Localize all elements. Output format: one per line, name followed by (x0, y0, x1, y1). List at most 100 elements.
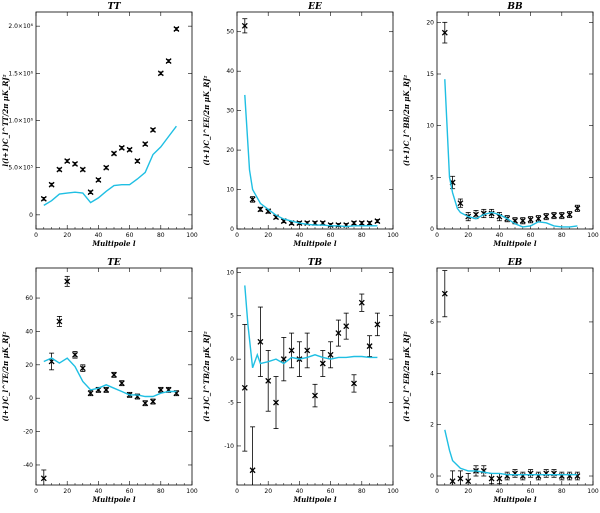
marker-x-b (312, 392, 318, 399)
data-point (351, 374, 357, 393)
x-tick-label: 80 (157, 232, 165, 239)
data-point (441, 270, 448, 318)
marker-x-b (551, 212, 557, 219)
x-axis-label: Multipole l (91, 495, 136, 504)
marker-x-b (157, 70, 164, 77)
data-point (142, 141, 149, 148)
data-point (257, 206, 264, 213)
x-axis-label: Multipole l (492, 239, 537, 248)
data-point (103, 164, 110, 171)
marker-x-b (150, 398, 156, 405)
data-point (241, 18, 248, 34)
x-tick-label: 100 (387, 232, 399, 239)
x-tick-label: 80 (558, 488, 566, 495)
model-line (43, 357, 177, 398)
marker-x-b (111, 150, 117, 157)
marker-x-b (558, 212, 565, 219)
data-point (249, 196, 256, 203)
panel-title: TB (308, 258, 323, 268)
data-point (335, 319, 342, 347)
x-tick-label: 40 (496, 232, 504, 239)
marker-x-b (543, 213, 550, 220)
data-point (374, 312, 381, 337)
data-point (351, 220, 357, 227)
marker-x-b (327, 222, 334, 229)
y-axis-label: (l+1)C_l^EE/2π μK_RJ² (202, 75, 211, 165)
data-point (142, 400, 149, 407)
data-point (374, 218, 381, 225)
data-point (79, 166, 86, 173)
data-point (504, 471, 511, 481)
y-tick-label: -5 (228, 400, 234, 407)
marker-x-b (142, 141, 149, 148)
marker-x-b (457, 475, 464, 482)
series-group (241, 285, 381, 485)
panel-ee: EE 0 20 40 60 80 100 0 10 20 30 40 50 Multipole l (l+1… (202, 2, 399, 248)
data-point (111, 150, 117, 157)
x-tick-label: 0 (235, 232, 239, 239)
marker-x-b (87, 189, 94, 196)
y-axis-label: l(l+1)C_l^TT/2π μK_RJ² (1, 74, 10, 166)
model-line (43, 125, 177, 206)
data-point (165, 58, 172, 65)
panel-tt: TT 0 20 40 60 80 100 0 5.0×10⁵ 1.0×10⁶ 1.5×10⁶ 2.0×… (1, 2, 198, 248)
data-point (358, 220, 365, 227)
data-point (527, 216, 534, 224)
marker-x-b (366, 343, 373, 350)
y-tick-label: 5 (230, 313, 234, 320)
data-point (558, 212, 565, 220)
y-tick-label: 15 (426, 71, 434, 78)
data-point (551, 469, 557, 478)
model-line (444, 429, 578, 476)
data-point (134, 158, 141, 165)
x-tick-label: 20 (264, 232, 272, 239)
model-line (444, 79, 578, 228)
marker-x-b (496, 475, 503, 482)
marker-x-b (574, 473, 581, 479)
panel-title: TT (107, 2, 121, 12)
y-tick-label: 0 (230, 226, 234, 233)
data-point (366, 335, 373, 357)
marker-x-b (150, 126, 156, 133)
x-tick-label: 60 (527, 488, 535, 495)
marker-x-b (280, 356, 287, 363)
data-point (87, 189, 94, 196)
data-point (48, 352, 55, 371)
marker-x-b (465, 478, 472, 485)
marker-x-b (535, 215, 542, 222)
data-point (118, 380, 125, 387)
marker-x-b (87, 390, 94, 397)
y-axis-label: (l+1)C_l^TE/2π μK_RJ² (1, 331, 10, 421)
marker-x-b (64, 158, 71, 165)
plot-frame (436, 267, 594, 486)
marker-x-b (111, 371, 117, 378)
panel-eb: EB 0 20 40 60 80 100 0 2 4 6 Multipole l (l+1)C_l^EB… (402, 258, 599, 504)
marker-x-b (265, 208, 272, 215)
marker-x-b (241, 384, 248, 391)
marker-x-b (72, 351, 78, 358)
x-tick-label: 60 (126, 488, 134, 495)
data-point (40, 195, 47, 202)
data-point (95, 176, 102, 183)
x-tick-label: 40 (296, 232, 304, 239)
series-group (40, 275, 180, 485)
y-tick-label: 60 (25, 295, 33, 302)
data-point (574, 204, 581, 212)
y-tick-label: 20 (226, 147, 234, 154)
x-tick-label: 80 (558, 232, 566, 239)
data-point (319, 350, 326, 377)
data-point (574, 471, 581, 481)
data-point (480, 465, 487, 477)
data-point (457, 198, 464, 208)
data-point (358, 293, 365, 312)
y-tick-label: -20 (23, 429, 33, 436)
y-tick-label: 10 (426, 123, 434, 130)
data-point (535, 215, 542, 223)
data-point (566, 471, 573, 481)
model-line (244, 94, 378, 228)
marker-x-b (79, 166, 86, 173)
data-point (103, 386, 110, 393)
marker-x-b (40, 195, 47, 202)
data-point (257, 306, 264, 377)
y-tick-label: 0 (430, 473, 434, 480)
